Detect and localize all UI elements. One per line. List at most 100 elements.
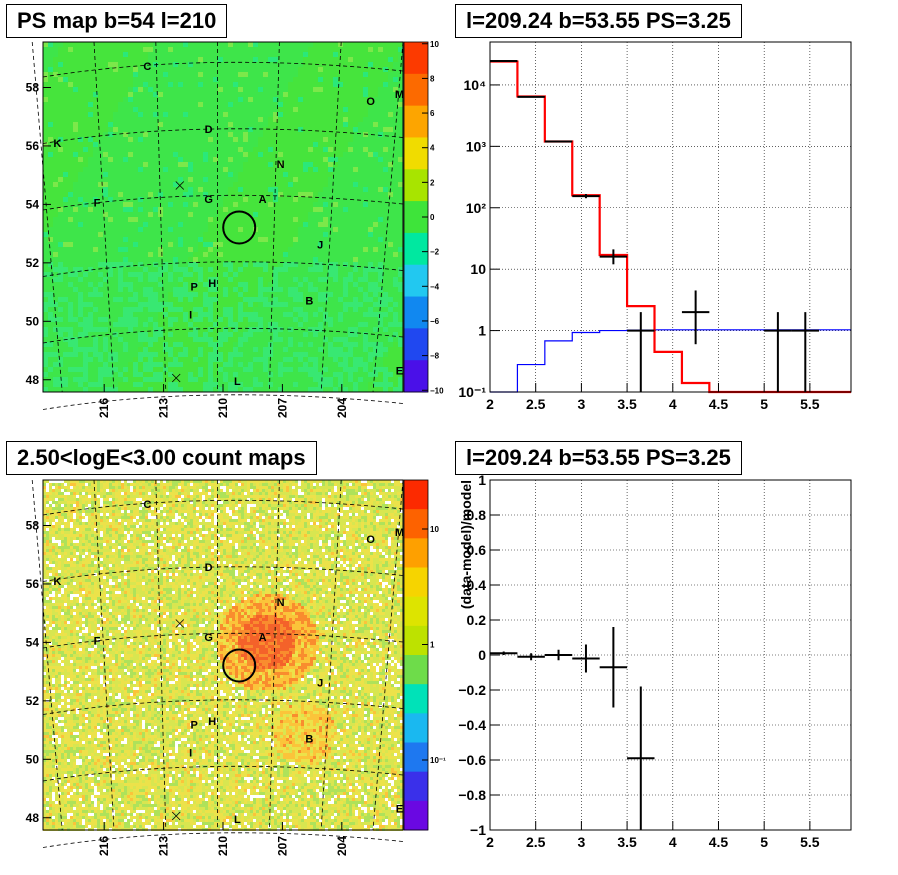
map-pixel (253, 162, 258, 167)
map-pixel (158, 237, 163, 242)
map-pixel (243, 377, 248, 382)
map-pixel (103, 172, 108, 177)
map-pixel (58, 312, 63, 317)
map-pixel (188, 57, 193, 62)
map-pixel (373, 117, 378, 122)
map-pixel (353, 277, 358, 282)
map-pixel (183, 122, 188, 127)
map-pixel (213, 262, 218, 267)
map-pixel (63, 252, 68, 257)
map-pixel (58, 82, 63, 87)
map-pixel (303, 127, 308, 132)
map-pixel (108, 92, 113, 97)
map-pixel (43, 287, 48, 292)
map-pixel (158, 82, 163, 87)
map-pixel (383, 267, 388, 272)
map-pixel (233, 172, 238, 177)
map-pixel (378, 167, 383, 172)
map-pixel (43, 142, 48, 147)
map-pixel (103, 257, 108, 262)
map-pixel (68, 147, 73, 152)
map-pixel (388, 282, 393, 287)
map-pixel (223, 317, 228, 322)
map-pixel (288, 252, 293, 257)
map-pixel (258, 87, 263, 92)
map-pixel (103, 302, 108, 307)
map-pixel (313, 297, 318, 302)
map-pixel (223, 337, 228, 342)
map-pixel (178, 52, 183, 57)
map-pixel (363, 177, 368, 182)
map-pixel (303, 137, 308, 142)
map-pixel (163, 112, 168, 117)
map-pixel (308, 97, 313, 102)
map-pixel (273, 377, 278, 382)
map-pixel (323, 357, 328, 362)
map-pixel (263, 292, 268, 297)
map-pixel (208, 222, 213, 227)
map-pixel (343, 312, 348, 317)
map-pixel (63, 127, 68, 132)
map-pixel (208, 307, 213, 312)
map-pixel (118, 217, 123, 222)
map-pixel (368, 77, 373, 82)
map-pixel (63, 357, 68, 362)
map-pixel (288, 107, 293, 112)
map-pixel (103, 287, 108, 292)
map-pixel (353, 57, 358, 62)
map-pixel (198, 47, 203, 52)
map-pixel (298, 212, 303, 217)
map-pixel (153, 232, 158, 237)
map-pixel (333, 102, 338, 107)
map-pixel (333, 332, 338, 337)
map-pixel (148, 152, 153, 157)
map-pixel (48, 147, 53, 152)
map-pixel (363, 107, 368, 112)
map-pixel (148, 227, 153, 232)
map-pixel (198, 202, 203, 207)
map-pixel (123, 197, 128, 202)
map-pixel (298, 232, 303, 237)
map-pixel (43, 52, 48, 57)
map-pixel (138, 132, 143, 137)
map-pixel (68, 317, 73, 322)
map-pixel (258, 212, 263, 217)
map-pixel (278, 142, 283, 147)
map-pixel (358, 47, 363, 52)
map-pixel (133, 52, 138, 57)
map-pixel (118, 352, 123, 357)
map-pixel (58, 97, 63, 102)
map-pixel (273, 252, 278, 257)
map-pixel (133, 167, 138, 172)
map-pixel (118, 227, 123, 232)
map-pixel (153, 177, 158, 182)
map-pixel (318, 307, 323, 312)
map-pixel (203, 222, 208, 227)
map-pixel (398, 377, 403, 382)
map-pixel (113, 317, 118, 322)
map-pixel (288, 372, 293, 377)
map-pixel (298, 132, 303, 137)
map-pixel (303, 237, 308, 242)
map-pixel (118, 222, 123, 227)
map-pixel (98, 362, 103, 367)
map-pixel (178, 42, 183, 47)
map-pixel (133, 262, 138, 267)
map-pixel (93, 352, 98, 357)
map-pixel (168, 207, 173, 212)
map-pixel (323, 202, 328, 207)
map-pixel (123, 342, 128, 347)
map-pixel (218, 132, 223, 137)
map-pixel (63, 67, 68, 72)
map-pixel (303, 267, 308, 272)
map-pixel (158, 67, 163, 72)
map-pixel (98, 202, 103, 207)
map-pixel (278, 97, 283, 102)
map-pixel (213, 242, 218, 247)
map-pixel (88, 327, 93, 332)
map-pixel (338, 82, 343, 87)
map-pixel (303, 192, 308, 197)
map-pixel (78, 327, 83, 332)
map-pixel (133, 62, 138, 67)
map-pixel (213, 372, 218, 377)
